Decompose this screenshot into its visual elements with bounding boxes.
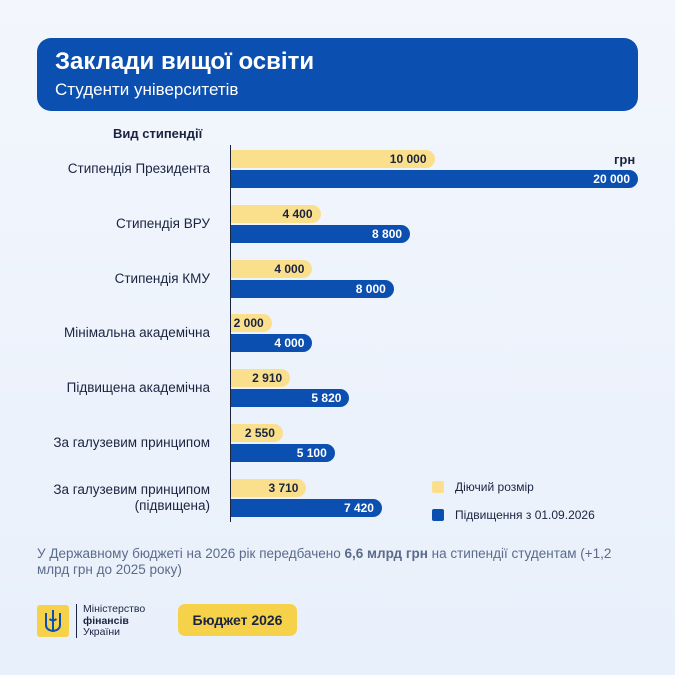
value-label: 20 000 [593,172,630,186]
value-label: 5 100 [296,446,327,460]
logo-emblem [37,605,69,637]
legend-label: Діючий розмір [455,480,534,494]
value-label: 2 000 [233,316,264,331]
value-label: 8 000 [355,281,386,296]
budget-button[interactable]: Бюджет 2026 [178,604,297,636]
value-label: 8 800 [372,226,403,241]
category-label: За галузевим принципом [53,435,210,450]
axis-title: Вид стипендії [113,126,203,141]
category-label: Мінімальна академічна [64,325,210,341]
legend-swatch [432,481,444,493]
logo-line: України [83,626,121,638]
footer-text: на стипендії студентам (+1,2 млрд грн до… [37,546,612,577]
value-label: 4 400 [282,206,313,221]
category-label: За галузевим принципом (підвищена) [53,481,210,513]
bar [231,424,283,442]
chart-title: Заклади вищої освіти [55,48,315,75]
category-label: Стипендія Президента [67,161,210,176]
value-label: 4 000 [274,336,305,351]
bar [231,444,335,462]
logo-divider [76,604,77,638]
category-label: Стипендія КМУ [114,270,210,286]
legend-swatch [432,509,444,521]
bar [231,224,411,243]
logo-line: Міністерство [83,603,146,615]
logo-line: фінансів [83,614,129,627]
bar [231,498,382,517]
value-label: 10 000 [389,152,427,166]
bar [231,259,313,278]
bar [231,170,638,188]
unit-label: грн [614,152,636,167]
bar [231,369,291,388]
bar [231,204,321,223]
header: Заклади вищої освіти Студенти університе… [37,38,638,111]
bar [231,334,313,353]
logo-text: Міністерство фінансів України [83,603,146,639]
chart-subtitle: Студенти університетів [55,80,239,99]
trident-icon [45,610,61,633]
category-label: Стипендія ВРУ [116,215,210,231]
value-label: 3 710 [268,480,299,495]
bar [231,150,435,168]
bar [231,389,350,408]
footer-bold: 6,6 млрд грн [344,546,428,561]
category-label: Підвищена академічна [66,380,210,396]
legend-label: Підвищення з 01.09.2026 [455,508,595,522]
value-label: 2 550 [244,426,275,440]
value-label: 2 910 [252,371,283,386]
bar [231,478,307,497]
value-label: 4 000 [274,261,305,276]
footer-text: У Державному бюджеті на 2026 рік передба… [37,546,345,561]
value-label: 5 820 [311,391,342,406]
value-label: 7 420 [343,500,374,515]
footer-note: У Державному бюджеті на 2026 рік передба… [37,546,641,578]
bar [231,279,394,298]
axis-line [230,145,231,522]
bar [231,314,272,333]
